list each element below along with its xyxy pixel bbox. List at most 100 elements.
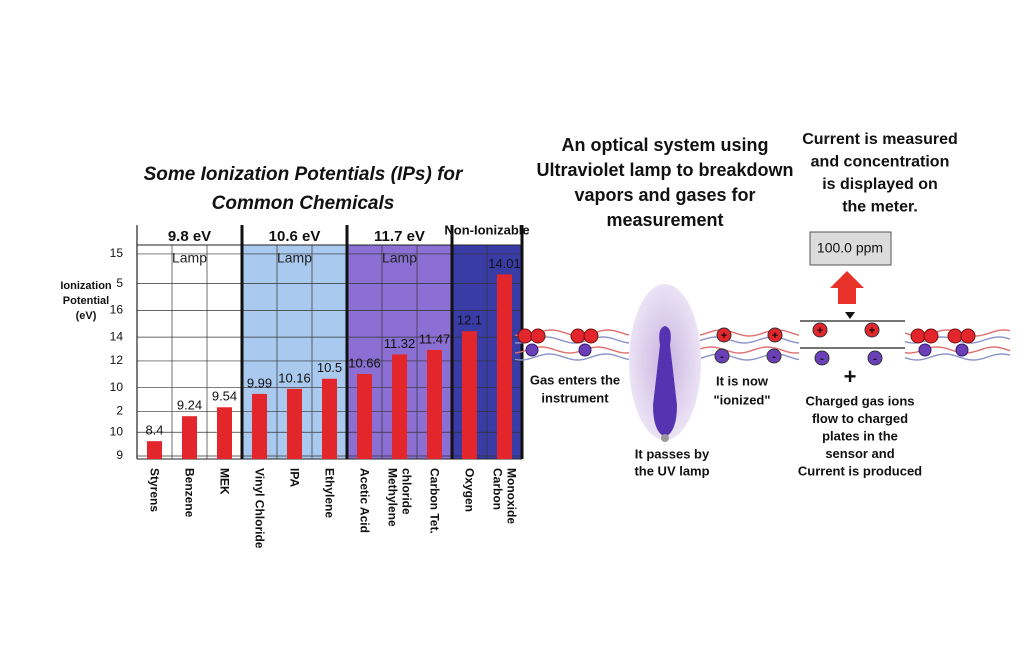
bar [357, 373, 372, 459]
group-sublabel: Lamp [277, 250, 312, 266]
x-tick-label: IPA [287, 468, 302, 488]
group-sublabel: Lamp [172, 250, 207, 266]
y-axis-label: Ionization Potential (eV) [60, 280, 112, 322]
ionized-lines: It is now [716, 373, 769, 388]
y-tick-label: 15 [110, 246, 124, 260]
title-lines: measurement [606, 210, 723, 230]
ion-charge: + [817, 325, 823, 337]
ion [714, 348, 730, 364]
x-tick-label: Vinyl Chloride [252, 468, 267, 549]
ion [767, 327, 783, 343]
x-tick-label: Styrens [147, 468, 162, 513]
value-label: 9.54 [212, 389, 237, 404]
bar [322, 378, 337, 459]
value-label: 14.01 [488, 256, 521, 271]
group-label: 9.8 eV [168, 228, 211, 245]
value-label: 12.1 [457, 313, 482, 328]
value-label: 11.32 [384, 336, 416, 351]
gas-enters-lines: instrument [541, 390, 609, 405]
bar [392, 354, 407, 459]
y-tick-label: 16 [110, 303, 124, 317]
bar [497, 274, 512, 459]
y-tick-label: 14 [110, 329, 124, 343]
molecule-atom [947, 328, 963, 344]
x-tick-label: Acetic Acid [357, 468, 372, 533]
ion-charge: + [772, 330, 778, 342]
meter-note-lines: Current is measured [802, 131, 958, 148]
group-label: Non-Ionizable [444, 222, 529, 237]
bar [427, 349, 442, 459]
meter-note-lines: is displayed on [822, 176, 938, 193]
uv-lamp-tip [661, 434, 669, 442]
meter [809, 231, 892, 266]
ion-charge: + [721, 330, 727, 342]
ion-charge: - [820, 353, 824, 365]
plate-marker [845, 312, 855, 319]
molecule-atom [517, 328, 533, 344]
y-tick-label: 10 [110, 424, 124, 438]
value-label: 10.16 [278, 370, 311, 385]
title-lines: An optical system using [561, 135, 768, 155]
ion-charge: - [772, 351, 776, 363]
meter-note-lines: and concentration [811, 154, 950, 171]
uv-lamp-lines: It passes by [635, 446, 710, 461]
gas-flow-wave [699, 329, 800, 337]
bar [462, 331, 477, 459]
ion [864, 322, 880, 338]
ion-charge: - [873, 353, 877, 365]
x-tick-label: Ethylene [322, 468, 337, 519]
y-tick-label: 5 [116, 276, 123, 290]
gas-flow-wave [699, 336, 800, 344]
bar [217, 407, 232, 459]
meter-note-lines: the meter. [842, 199, 918, 216]
ion-charge: - [720, 351, 724, 363]
gas-flow-wave [699, 346, 800, 354]
x-tick-label: Carbon Tet. [427, 468, 442, 534]
molecule-atom [583, 328, 599, 344]
value-label: 8.4 [145, 423, 163, 438]
group-label: 11.7 eV [374, 228, 425, 245]
chart-title: Some Ionization Potentials (IPs) for Com… [143, 164, 463, 214]
gas-flow-wave [904, 353, 1011, 361]
value-label: 9.24 [177, 398, 202, 413]
uv-lamp-lines: the UV lamp [634, 463, 709, 478]
molecule-atom [530, 328, 546, 344]
ion-charge: + [869, 325, 875, 337]
uv-lamp [653, 326, 677, 437]
bar [252, 393, 267, 459]
x-tick-label: MEK [217, 468, 232, 495]
molecule-atom [923, 328, 939, 344]
plates-lines: flow to charged [812, 411, 908, 426]
gas-enters-lines: Gas enters the [530, 372, 620, 387]
ion [716, 327, 732, 343]
molecule-atom [570, 328, 586, 344]
plates-lines: Current is produced [798, 463, 922, 478]
ion [766, 348, 782, 364]
x-tick-label: Benzene [182, 468, 197, 518]
group-sublabel: Lamp [382, 250, 417, 266]
group-label: 10.6 eV [269, 228, 321, 245]
y-tick-label: 12 [110, 353, 124, 367]
plates-lines: Charged gas ions [805, 393, 914, 408]
up-arrow [830, 271, 864, 304]
gas-flow-wave [514, 353, 630, 361]
x-tick-label: Methylene chloride [385, 468, 414, 527]
ionized-lines: "ionized" [713, 392, 770, 407]
plate-polarity: + [844, 364, 857, 389]
value-label: 11.47 [419, 331, 451, 346]
title-lines: vapors and gases for [574, 185, 755, 205]
molecule-atom [918, 343, 932, 357]
value-label: 9.99 [247, 375, 272, 390]
molecule-atom [910, 328, 926, 344]
plates-lines: plates in the [822, 428, 898, 443]
x-tick-label: Carbon Monoxide [490, 468, 519, 524]
bar [182, 416, 197, 459]
y-tick-label: 9 [116, 448, 123, 462]
ion [812, 322, 828, 338]
value-label: 10.5 [317, 360, 342, 375]
molecule-atom [955, 343, 969, 357]
plates-lines: sensor and [825, 446, 894, 461]
molecule-atom [960, 328, 976, 344]
